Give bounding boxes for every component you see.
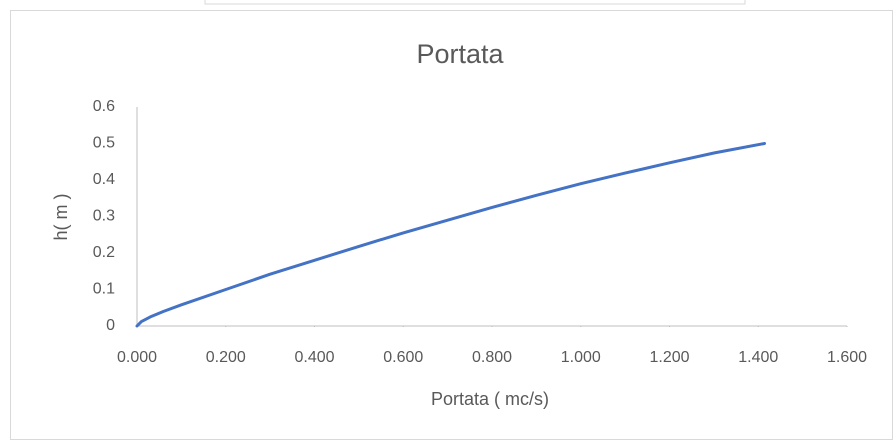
x-tick-label: 1.600	[827, 349, 867, 366]
x-tick-label: 0.800	[472, 349, 512, 366]
x-tick-label: 0.600	[383, 349, 423, 366]
x-tick-label: 0.000	[117, 349, 157, 366]
top-strip	[204, 0, 746, 5]
x-tick-label: 1.200	[649, 349, 689, 366]
y-tick-label: 0.6	[93, 98, 115, 115]
y-tick-label: 0	[106, 317, 115, 334]
y-tick-label: 0.4	[93, 171, 115, 188]
x-tick-label: 0.200	[206, 349, 246, 366]
chart-border	[10, 10, 893, 440]
y-tick-label: 0.1	[93, 281, 115, 298]
y-tick-label: 0.3	[93, 208, 115, 225]
y-tick-label: 0.5	[93, 135, 115, 152]
x-axis-label: Portata ( mc/s)	[431, 389, 549, 409]
x-tick-label: 1.400	[738, 349, 778, 366]
y-axis-label: h( m )	[51, 194, 71, 241]
data-line	[135, 142, 766, 328]
x-tick-label: 1.000	[561, 349, 601, 366]
x-tick-label: 0.400	[294, 349, 334, 366]
y-tick-label: 0.2	[93, 244, 115, 261]
chart-title: Portata	[416, 39, 504, 69]
